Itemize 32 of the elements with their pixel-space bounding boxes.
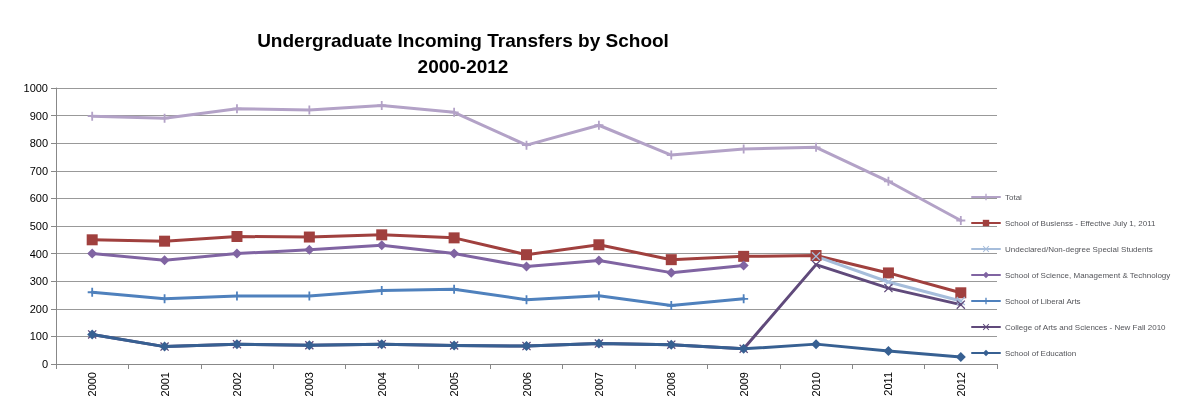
x-tick-label: 2002	[230, 372, 243, 397]
x-tick-label: 2004	[375, 372, 388, 397]
x-tick-label: 2007	[592, 372, 605, 397]
y-tick-label: 500	[29, 220, 48, 232]
y-tick-label: 600	[29, 192, 48, 205]
legend-label: Total	[1005, 192, 1023, 202]
y-tick-label: 300	[29, 275, 48, 288]
y-tick-label: 0	[41, 358, 48, 370]
y-tick-label: 200	[29, 302, 48, 315]
y-tick-label: 900	[29, 109, 48, 122]
chart-title: Undergraduate Incoming Transfers by School 2000-2012	[257, 29, 669, 77]
x-tick-label: 2000	[86, 372, 99, 397]
legend-label: Undeclared/Non-degree Special Students	[1005, 244, 1153, 254]
y-tick-label: 700	[29, 164, 48, 177]
x-tick-label: 2010	[810, 372, 823, 397]
y-tick-label: 400	[29, 247, 48, 260]
y-tick-label: 1000	[23, 82, 48, 94]
x-tick-label: 2003	[303, 372, 316, 397]
legend-label: College of Arts and Sciences - New Fall 2010	[1005, 322, 1167, 332]
x-tick-label: 2008	[665, 372, 678, 397]
x-tick-label: 2011	[882, 372, 895, 396]
x-tick-label: 2006	[520, 372, 533, 397]
x-tick-label: 2001	[158, 372, 171, 397]
legend-label: School of Liberal Arts	[1005, 296, 1081, 306]
legend-label: School of Science, Management & Technology	[1005, 270, 1171, 280]
x-tick-label: 2009	[737, 372, 750, 397]
legend-label: School of Busienss - Effective July 1, 2011	[1005, 218, 1156, 228]
y-tick-label: 800	[29, 137, 48, 150]
y-tick-label: 100	[29, 330, 48, 343]
legend-label: School of Education	[1005, 348, 1077, 358]
x-tick-label: 2012	[954, 372, 967, 397]
x-tick-label: 2005	[448, 372, 461, 397]
